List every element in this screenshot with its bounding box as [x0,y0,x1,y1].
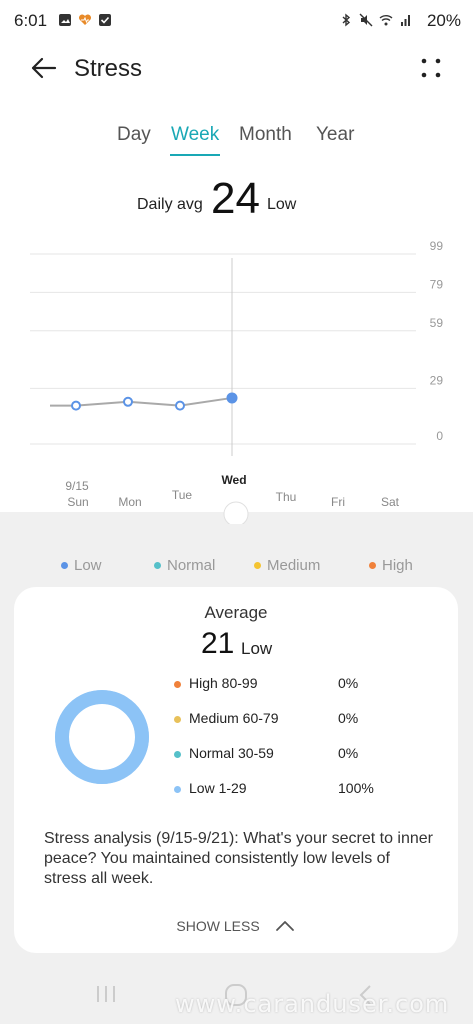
dist-row-low: Low 1-29 100% [174,780,454,800]
medium-dot-icon [174,716,181,723]
x-date-label: 9/15 [65,479,89,493]
status-bar: 6:01 20% [0,0,473,44]
dist-label: Low 1-29 [189,780,247,796]
stress-chart-svg: 99 79 59 29 0 9/15 Sun Mon Tue Wed Thu Fri Sat [30,239,444,509]
legend-label: Medium [267,557,321,574]
tab-day[interactable]: Day [117,124,151,145]
dist-row-medium: Medium 60-79 0% [174,710,454,730]
legend-high: High [369,557,413,574]
legend-dot-icon [369,562,376,569]
average-title: Average [204,603,268,622]
x-day-label: Sat [381,495,400,509]
low-dot-icon [174,786,181,793]
more-options-button[interactable] [417,54,445,82]
donut-low-segment [55,690,149,784]
summary-card: Average 21 Low High 80-99 0% Medium 60-7… [14,587,458,953]
average-value: 21 [201,627,235,660]
tab-year[interactable]: Year [316,124,355,145]
watermark: www.caranduser.com [175,990,450,1018]
legend-label: High [382,557,413,574]
status-right-icons [339,13,413,27]
heart-icon [78,14,92,25]
tab-week[interactable]: Week [171,124,220,145]
dist-percent: 0% [338,710,359,726]
x-day-label: Sun [67,495,88,509]
chart-notch [198,501,274,524]
y-tick-label: 79 [430,277,444,291]
daily-avg-level: Low [267,196,297,213]
back-nav-icon[interactable] [356,983,376,1007]
legend-low: Low [61,557,102,574]
show-less-label: SHOW LESS [176,918,260,935]
legend-label: Normal [167,557,216,574]
status-time: 6:01 [14,11,48,30]
system-nav-bar [0,967,473,1024]
legend-dot-icon [254,562,261,569]
check-square-icon [99,14,111,26]
chevron-up-icon [275,921,294,932]
dist-row-high: High 80-99 0% [174,675,454,695]
period-tabs: Day Week Month Year [0,124,473,160]
dist-percent: 100% [338,780,374,796]
x-day-label: Thu [276,490,297,504]
mute-icon [359,13,373,27]
show-less-button[interactable]: SHOW LESS [14,917,458,934]
image-icon [59,14,71,26]
tab-month[interactable]: Month [239,124,292,145]
normal-dot-icon [174,751,181,758]
data-point [71,400,81,411]
home-icon[interactable] [222,983,250,1007]
battery-level: 20% [426,11,461,30]
wifi-icon [379,15,393,26]
x-day-label: Mon [118,495,141,509]
status-left-icons [58,13,112,27]
recent-apps-icon[interactable] [94,983,118,1005]
legend-normal: Normal [154,557,215,574]
daily-avg-value: 24 [211,174,260,223]
more-icon [421,58,441,78]
legend-dot-icon [154,562,161,569]
x-day-label: Wed [221,473,246,487]
data-point [226,392,238,404]
daily-avg-label: Daily avg [137,196,203,213]
active-tab-indicator [170,154,220,156]
stress-analysis-text: Stress analysis (9/15-9/21): What's your… [44,830,433,887]
dist-row-normal: Normal 30-59 0% [174,745,454,765]
x-day-label: Tue [172,488,193,502]
x-day-label: Fri [331,495,345,509]
data-point [175,400,185,411]
back-button[interactable] [28,52,60,84]
dist-label: Normal 30-59 [189,745,274,761]
dist-label: High 80-99 [189,675,258,691]
legend-medium: Medium [254,557,320,574]
average-level: Low [241,639,273,658]
dist-percent: 0% [338,675,359,691]
bluetooth-icon [342,13,351,27]
data-point [123,396,133,407]
stress-chart[interactable]: 99 79 59 29 0 9/15 Sun Mon Tue Wed Thu Fri Sat [0,230,473,520]
dist-label: Medium 60-79 [189,710,279,726]
high-dot-icon [174,681,181,688]
signal-icon [401,15,410,26]
legend-dot-icon [61,562,68,569]
y-tick-label: 29 [430,373,444,387]
arrow-left-icon [31,57,57,79]
stress-donut-chart [55,690,149,784]
y-tick-label: 59 [430,316,444,330]
dist-percent: 0% [338,745,359,761]
y-tick-label: 0 [436,429,443,443]
y-tick-label: 99 [430,239,444,253]
page-title: Stress [74,55,143,82]
stress-legend: Low Normal Medium High [0,557,473,577]
daily-average: Daily avg 24 Low [0,170,473,223]
app-bar: Stress [0,44,473,94]
legend-label: Low [74,557,102,574]
